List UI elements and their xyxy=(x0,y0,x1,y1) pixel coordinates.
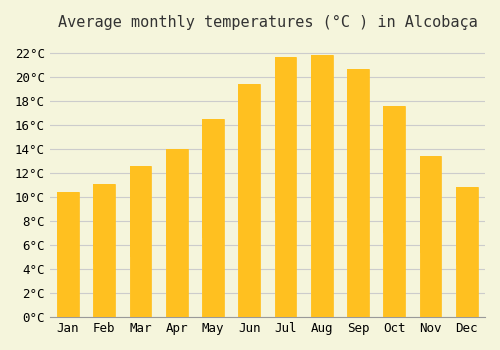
Bar xyxy=(347,69,369,317)
Bar xyxy=(347,69,369,317)
Bar xyxy=(166,149,188,317)
Bar xyxy=(238,84,260,317)
Bar xyxy=(57,192,79,317)
Bar xyxy=(456,188,477,317)
Bar xyxy=(202,119,224,317)
Bar xyxy=(57,192,79,317)
Bar xyxy=(238,84,260,224)
Bar xyxy=(347,69,369,218)
Bar xyxy=(456,188,477,265)
Bar xyxy=(274,56,296,317)
Bar xyxy=(130,166,152,257)
Bar xyxy=(94,184,115,317)
Bar xyxy=(166,149,188,317)
Bar xyxy=(130,166,152,317)
Bar xyxy=(202,119,224,317)
Bar xyxy=(384,106,405,317)
Bar xyxy=(420,156,442,317)
Bar xyxy=(130,166,152,317)
Bar xyxy=(238,84,260,317)
Title: Average monthly temperatures (°C ) in Alcobaça: Average monthly temperatures (°C ) in Al… xyxy=(58,15,478,30)
Bar xyxy=(384,106,405,317)
Bar xyxy=(311,55,332,212)
Bar xyxy=(420,156,442,317)
Bar xyxy=(420,156,442,253)
Bar xyxy=(311,55,332,317)
Bar xyxy=(384,106,405,233)
Bar xyxy=(202,119,224,238)
Bar xyxy=(456,188,477,317)
Bar xyxy=(94,184,115,317)
Bar xyxy=(274,56,296,317)
Bar xyxy=(94,184,115,264)
Bar xyxy=(311,55,332,317)
Bar xyxy=(57,192,79,267)
Bar xyxy=(166,149,188,250)
Bar xyxy=(274,56,296,213)
